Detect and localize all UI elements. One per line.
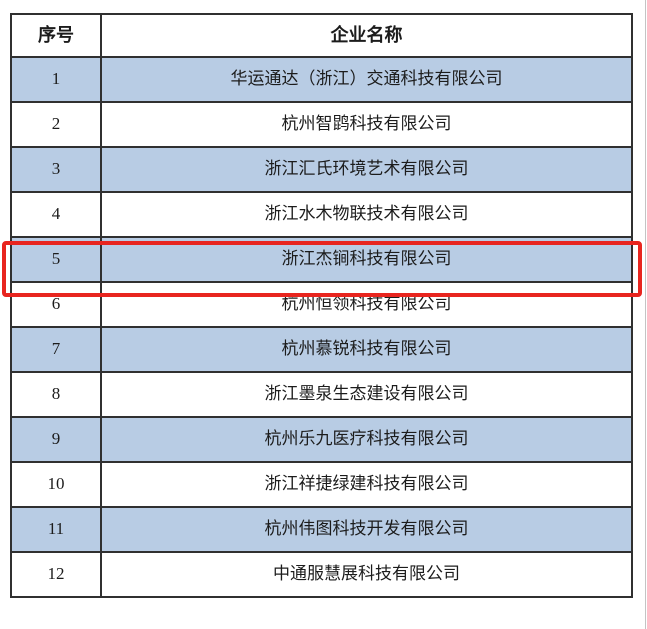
row-serial-number-cell: 3 (10, 146, 102, 193)
company-name-cell: 华运通达（浙江）交通科技有限公司 (100, 56, 633, 103)
company-name-cell: 杭州智鹍科技有限公司 (100, 101, 633, 148)
company-name-cell: 浙江墨泉生态建设有限公司 (100, 371, 633, 418)
row-serial-number-cell: 10 (10, 461, 102, 508)
table-row: 1 华运通达（浙江）交通科技有限公司 (10, 56, 633, 103)
row-serial-number-cell: 12 (10, 551, 102, 598)
company-name-cell: 中通服慧展科技有限公司 (100, 551, 633, 598)
row-serial-number-cell: 11 (10, 506, 102, 553)
company-name-cell: 杭州伟图科技开发有限公司 (100, 506, 633, 553)
company-name-cell: 杭州恒领科技有限公司 (100, 281, 633, 328)
row-serial-number-cell: 9 (10, 416, 102, 463)
table-row: 11 杭州伟图科技开发有限公司 (10, 506, 633, 553)
header-cell-company-name: 企业名称 (100, 13, 633, 58)
company-table: 序号 企业名称 1 华运通达（浙江）交通科技有限公司 2 杭州智鹍科技有限公司 3 浙江汇… (10, 13, 633, 598)
table-row: 10 浙江祥捷绿建科技有限公司 (10, 461, 633, 508)
header-cell-serial-number: 序号 (10, 13, 102, 58)
company-table-header: 序号 企业名称 (10, 13, 633, 58)
row-serial-number-cell: 8 (10, 371, 102, 418)
company-list-table-container: 序号 企业名称 1 华运通达（浙江）交通科技有限公司 2 杭州智鹍科技有限公司 3 浙江汇… (10, 13, 633, 598)
table-row: 4 浙江水木物联技术有限公司 (10, 191, 633, 238)
table-row: 8 浙江墨泉生态建设有限公司 (10, 371, 633, 418)
table-row: 12 中通服慧展科技有限公司 (10, 551, 633, 598)
table-row: 2 杭州智鹍科技有限公司 (10, 101, 633, 148)
row-serial-number-cell: 6 (10, 281, 102, 328)
row-serial-number-cell: 7 (10, 326, 102, 373)
table-row: 5 浙江杰锏科技有限公司 (10, 236, 633, 283)
company-name-cell: 浙江祥捷绿建科技有限公司 (100, 461, 633, 508)
row-serial-number-cell: 4 (10, 191, 102, 238)
company-name-cell: 杭州乐九医疗科技有限公司 (100, 416, 633, 463)
row-serial-number-cell: 1 (10, 56, 102, 103)
row-serial-number-cell: 5 (10, 236, 102, 283)
page-edge-line (645, 0, 646, 629)
table-row: 9 杭州乐九医疗科技有限公司 (10, 416, 633, 463)
company-name-cell: 浙江杰锏科技有限公司 (100, 236, 633, 283)
table-row: 7 杭州慕锐科技有限公司 (10, 326, 633, 373)
company-table-body: 1 华运通达（浙江）交通科技有限公司 2 杭州智鹍科技有限公司 3 浙江汇氏环境艺术有限公… (10, 56, 633, 598)
table-row: 3 浙江汇氏环境艺术有限公司 (10, 146, 633, 193)
company-name-cell: 杭州慕锐科技有限公司 (100, 326, 633, 373)
table-row: 6 杭州恒领科技有限公司 (10, 281, 633, 328)
company-name-cell: 浙江水木物联技术有限公司 (100, 191, 633, 238)
row-serial-number-cell: 2 (10, 101, 102, 148)
company-name-cell: 浙江汇氏环境艺术有限公司 (100, 146, 633, 193)
header-row: 序号 企业名称 (10, 13, 633, 58)
